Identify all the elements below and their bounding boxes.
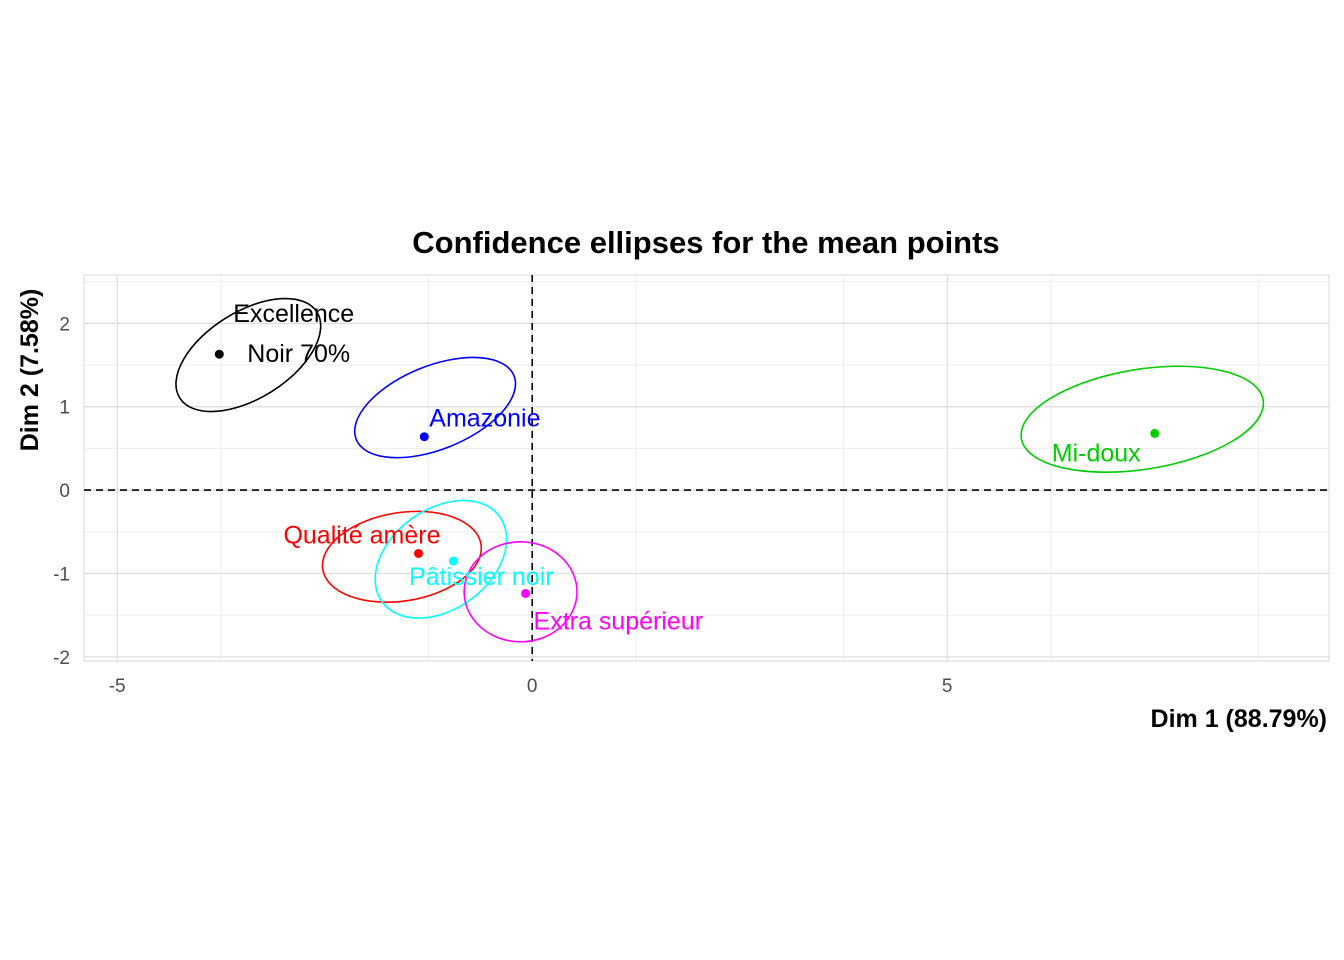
- x-tick-label: 0: [527, 676, 538, 697]
- point-label: Excellence: [233, 300, 354, 328]
- y-tick-label: -2: [53, 648, 70, 669]
- confidence-ellipse-group: [175, 297, 322, 413]
- chart-title: Confidence ellipses for the mean points: [412, 225, 999, 260]
- mean-point: [1150, 428, 1160, 438]
- point-label: Noir 70%: [247, 340, 350, 368]
- x-axis-title: Dim 1 (88.79%): [1151, 705, 1327, 733]
- confidence-ellipse: [321, 510, 483, 603]
- confidence-ellipse-group: [353, 356, 517, 459]
- plot-area: -5 0 5 -2 -1 0 1 2 Excellence Noir 70% Amazonie Mi-…: [53, 274, 1330, 697]
- y-tick-label: 1: [59, 398, 70, 419]
- mean-point: [419, 432, 429, 442]
- x-tick-label: -5: [109, 676, 126, 697]
- confidence-ellipse: [353, 356, 517, 459]
- y-tick-label: 0: [59, 481, 70, 502]
- confidence-ellipse-group: [1020, 365, 1265, 474]
- confidence-ellipse: [1020, 365, 1265, 474]
- point-label: Amazonie: [429, 405, 540, 433]
- y-tick-label: 2: [59, 314, 70, 335]
- point-label: Extra supérieur: [534, 607, 704, 635]
- y-tick-label: -1: [53, 564, 70, 585]
- confidence-ellipse: [175, 297, 322, 413]
- confidence-ellipse-group: [321, 510, 483, 603]
- point-label: Qualité amère: [283, 521, 440, 549]
- mean-point: [448, 556, 458, 566]
- point-label: Mi-doux: [1052, 439, 1141, 467]
- mean-point: [521, 588, 531, 598]
- confidence-ellipse: [374, 499, 508, 619]
- confidence-ellipse: [463, 540, 578, 643]
- confidence-ellipse-group: [374, 499, 508, 619]
- y-axis-title: Dim 2 (7.58%): [16, 289, 44, 452]
- confidence-ellipse-group: [463, 540, 578, 643]
- point-label: Pâtissier noir: [409, 563, 554, 591]
- x-tick-label: 5: [942, 676, 953, 697]
- plot-panel-border: [83, 274, 1330, 662]
- mean-point: [413, 548, 423, 558]
- mean-point: [214, 349, 224, 359]
